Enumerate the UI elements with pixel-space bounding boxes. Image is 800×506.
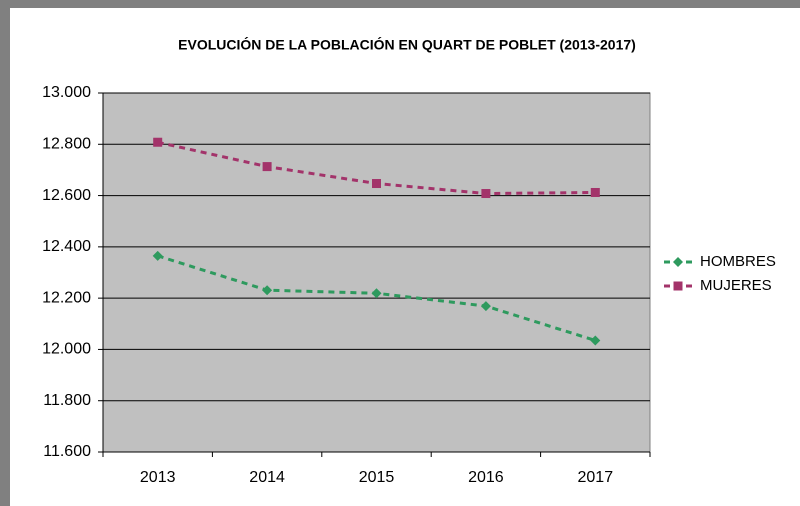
chart-title: EVOLUCIÓN DE LA POBLACIÓN EN QUART DE PO…: [178, 36, 636, 53]
data-point: [371, 288, 382, 299]
y-tick-label: 11.600: [43, 443, 91, 460]
x-tick-label: 2016: [468, 469, 504, 486]
data-point: [262, 285, 273, 296]
y-tick-label: 12.800: [42, 136, 91, 153]
legend-label: MUJERES: [700, 277, 772, 294]
x-tick-label: 2015: [359, 469, 395, 486]
data-point: [480, 301, 491, 312]
plot-area: [102, 92, 651, 453]
legend-marker: [673, 281, 683, 291]
data-point: [152, 250, 163, 261]
legend-label: HOMBRES: [700, 253, 776, 270]
data-point: [372, 179, 381, 189]
x-tick-label: 2014: [249, 469, 285, 486]
y-tick-label: 12.600: [42, 187, 91, 204]
x-tick-label: 2017: [578, 469, 614, 486]
y-tick-label: 13.000: [42, 84, 91, 101]
x-tick-label: 2013: [140, 469, 176, 486]
data-point: [590, 335, 601, 346]
frame-top: [0, 0, 800, 8]
data-point: [590, 187, 600, 197]
y-tick-label: 12.200: [42, 289, 91, 306]
data-point: [481, 189, 491, 199]
y-tick-label: 12.000: [42, 341, 91, 358]
y-tick-label: 12.400: [42, 238, 91, 255]
data-point: [153, 137, 163, 147]
legend-marker: [673, 257, 683, 267]
y-tick-label: 11.800: [43, 392, 91, 409]
data-point: [262, 162, 272, 172]
frame-left: [0, 0, 10, 506]
